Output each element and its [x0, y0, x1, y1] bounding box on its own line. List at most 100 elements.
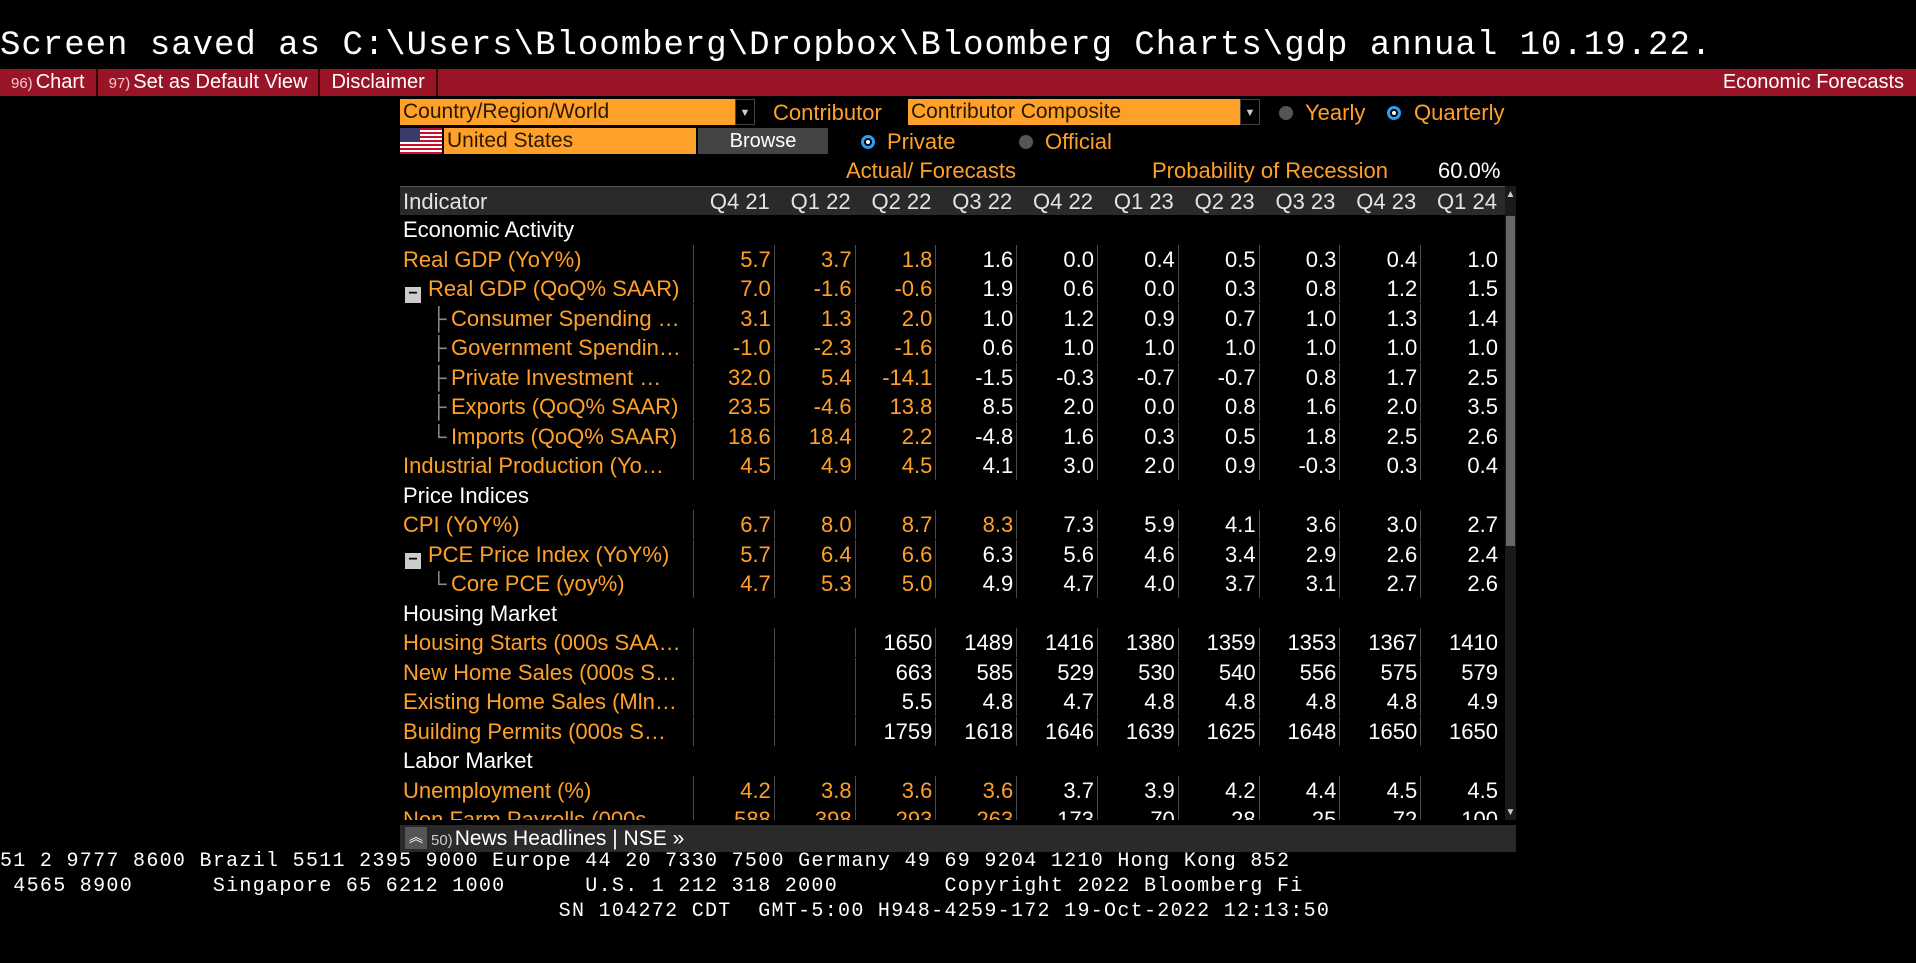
- value-cell[interactable]: 1.3: [1339, 303, 1420, 333]
- value-cell[interactable]: -0.3: [1016, 362, 1097, 392]
- indicator-name[interactable]: − PCE Price Index (YoY%): [400, 540, 693, 569]
- value-cell[interactable]: 1.3: [773, 303, 855, 333]
- value-cell[interactable]: 2.0: [1016, 392, 1097, 421]
- value-cell[interactable]: 1650: [1339, 716, 1420, 746]
- value-cell[interactable]: 5.6: [1016, 539, 1097, 569]
- value-cell[interactable]: 1.6: [1258, 392, 1340, 421]
- value-cell[interactable]: 28: [1177, 805, 1259, 820]
- value-cell[interactable]: 1353: [1258, 628, 1340, 657]
- value-cell[interactable]: 3.1: [693, 303, 774, 333]
- value-cell[interactable]: 263: [935, 805, 1016, 820]
- value-cell[interactable]: 0.4: [1339, 244, 1420, 274]
- indicator-name[interactable]: Existing Home Sales (Mln…: [400, 687, 693, 716]
- value-cell[interactable]: 0.6: [1016, 274, 1097, 303]
- value-cell[interactable]: -4.6: [773, 392, 855, 421]
- value-cell[interactable]: 1650: [1420, 716, 1501, 746]
- table-scrollbar[interactable]: ▲ ▼: [1505, 186, 1516, 820]
- value-cell[interactable]: 0.7: [1177, 303, 1259, 333]
- value-cell[interactable]: 4.7: [1016, 687, 1097, 716]
- period-column-header[interactable]: Q4 23: [1356, 189, 1417, 214]
- private-radio[interactable]: [861, 135, 875, 149]
- value-cell[interactable]: 8.7: [854, 510, 936, 539]
- value-cell[interactable]: 1.6: [1016, 421, 1097, 451]
- indicator-name[interactable]: − Real GDP (QoQ% SAAR): [400, 274, 693, 303]
- value-cell[interactable]: 7.3: [1016, 510, 1097, 539]
- period-column-header[interactable]: Q1 23: [1113, 189, 1174, 214]
- value-cell[interactable]: 3.0: [1339, 510, 1420, 539]
- value-cell[interactable]: 3.8: [773, 775, 855, 805]
- browse-button[interactable]: Browse: [698, 128, 828, 154]
- period-column-header[interactable]: Q2 22: [871, 189, 932, 214]
- value-cell[interactable]: 1.0: [1258, 303, 1340, 333]
- indicator-name[interactable]: Non Farm Payrolls (000s…: [400, 805, 693, 820]
- value-cell[interactable]: 0.3: [1258, 244, 1340, 274]
- indicator-name[interactable]: ├ Private Investment …: [400, 363, 693, 392]
- value-cell[interactable]: 0.8: [1177, 392, 1259, 421]
- value-cell[interactable]: 1.6: [935, 244, 1016, 274]
- value-cell[interactable]: 2.6: [1420, 421, 1501, 451]
- indicator-name[interactable]: Industrial Production (Yo…: [400, 451, 693, 480]
- value-cell[interactable]: 1646: [1016, 716, 1097, 746]
- value-cell[interactable]: -14.1: [854, 362, 936, 392]
- value-cell[interactable]: 0.0: [1097, 274, 1178, 303]
- value-cell[interactable]: 5.7: [693, 539, 774, 569]
- table-row[interactable]: CPI (YoY%) 6.7 8.0 8.7 8.3 7.3 5.9 4.1 3.6 3.0 2.7: [400, 510, 1505, 540]
- disclaimer-menu-item[interactable]: Disclaimer: [320, 69, 438, 96]
- indicator-name[interactable]: └ Core PCE (yoy%): [400, 569, 693, 598]
- quarterly-radio[interactable]: [1387, 106, 1401, 120]
- table-row[interactable]: New Home Sales (000s S… 663 585 529 530 540 55…: [400, 657, 1505, 688]
- table-row[interactable]: ├ Consumer Spending … 3.1 1.3 2.0 1.0 1.2 0.9 0.…: [400, 303, 1505, 334]
- value-cell[interactable]: 1639: [1097, 716, 1178, 746]
- region-dropdown-arrow-icon[interactable]: ▼: [735, 99, 755, 125]
- yearly-label[interactable]: Yearly: [1305, 100, 1366, 125]
- value-cell[interactable]: 4.5: [693, 451, 774, 480]
- value-cell[interactable]: 3.4: [1177, 539, 1259, 569]
- value-cell[interactable]: 4.9: [773, 451, 855, 480]
- value-cell[interactable]: 1489: [935, 628, 1016, 657]
- table-row[interactable]: Unemployment (%) 4.2 3.8 3.6 3.6 3.7 3.9 4.2 4.4…: [400, 775, 1505, 806]
- private-label[interactable]: Private: [887, 129, 956, 154]
- value-cell[interactable]: 2.0: [1339, 392, 1420, 421]
- table-row[interactable]: ├ Exports (QoQ% SAAR) 23.5 -4.6 13.8 8.5 2.0 0.…: [400, 392, 1505, 422]
- value-cell[interactable]: 1.7: [1339, 362, 1420, 392]
- value-cell[interactable]: 0.6: [935, 333, 1016, 362]
- value-cell[interactable]: 529: [1016, 657, 1097, 687]
- period-column-header[interactable]: Q1 24: [1437, 189, 1497, 214]
- value-cell[interactable]: 100: [1420, 805, 1501, 820]
- value-cell[interactable]: 575: [1339, 657, 1420, 687]
- value-cell[interactable]: 0.3: [1097, 421, 1178, 451]
- value-cell[interactable]: [693, 716, 774, 746]
- indicator-name[interactable]: Real GDP (YoY%): [400, 245, 693, 274]
- value-cell[interactable]: 1.2: [1016, 303, 1097, 333]
- value-cell[interactable]: 18.6: [693, 421, 774, 451]
- value-cell[interactable]: 4.8: [1097, 687, 1178, 716]
- region-dropdown[interactable]: Country/Region/World: [400, 99, 736, 125]
- value-cell[interactable]: 4.6: [1097, 539, 1178, 569]
- value-cell[interactable]: 2.7: [1420, 510, 1501, 539]
- value-cell[interactable]: [773, 628, 855, 657]
- value-cell[interactable]: -2.3: [773, 333, 855, 362]
- value-cell[interactable]: 293: [854, 805, 936, 820]
- value-cell[interactable]: 4.4: [1258, 775, 1340, 805]
- value-cell[interactable]: 1.0: [1420, 244, 1501, 274]
- value-cell[interactable]: 7.0: [693, 274, 774, 303]
- value-cell[interactable]: 1.0: [1258, 333, 1340, 362]
- value-cell[interactable]: 5.5: [854, 687, 936, 716]
- value-cell[interactable]: 3.6: [1258, 510, 1340, 539]
- table-row[interactable]: Real GDP (YoY%) 5.7 3.7 1.8 1.6 0.0 0.4 0.5 0.3 0…: [400, 244, 1505, 275]
- value-cell[interactable]: 3.7: [1177, 569, 1259, 598]
- quarterly-label[interactable]: Quarterly: [1414, 100, 1505, 125]
- value-cell[interactable]: 2.0: [854, 303, 936, 333]
- value-cell[interactable]: 1.0: [935, 303, 1016, 333]
- value-cell[interactable]: 530: [1097, 657, 1178, 687]
- value-cell[interactable]: 4.9: [935, 569, 1016, 598]
- contributor-dropdown[interactable]: Contributor Composite: [908, 99, 1242, 125]
- value-cell[interactable]: 3.7: [773, 244, 855, 274]
- period-column-header[interactable]: Q3 22: [952, 189, 1013, 214]
- value-cell[interactable]: 6.6: [854, 539, 936, 569]
- value-cell[interactable]: 398: [773, 805, 855, 820]
- indicator-name[interactable]: Unemployment (%): [400, 776, 693, 805]
- news-headlines-label[interactable]: News Headlines | NSE »: [454, 827, 685, 850]
- set-default-view-menu-item[interactable]: 97) Set as Default View: [98, 69, 321, 96]
- table-row[interactable]: Building Permits (000s S… 1759 1618 1646 163…: [400, 716, 1505, 747]
